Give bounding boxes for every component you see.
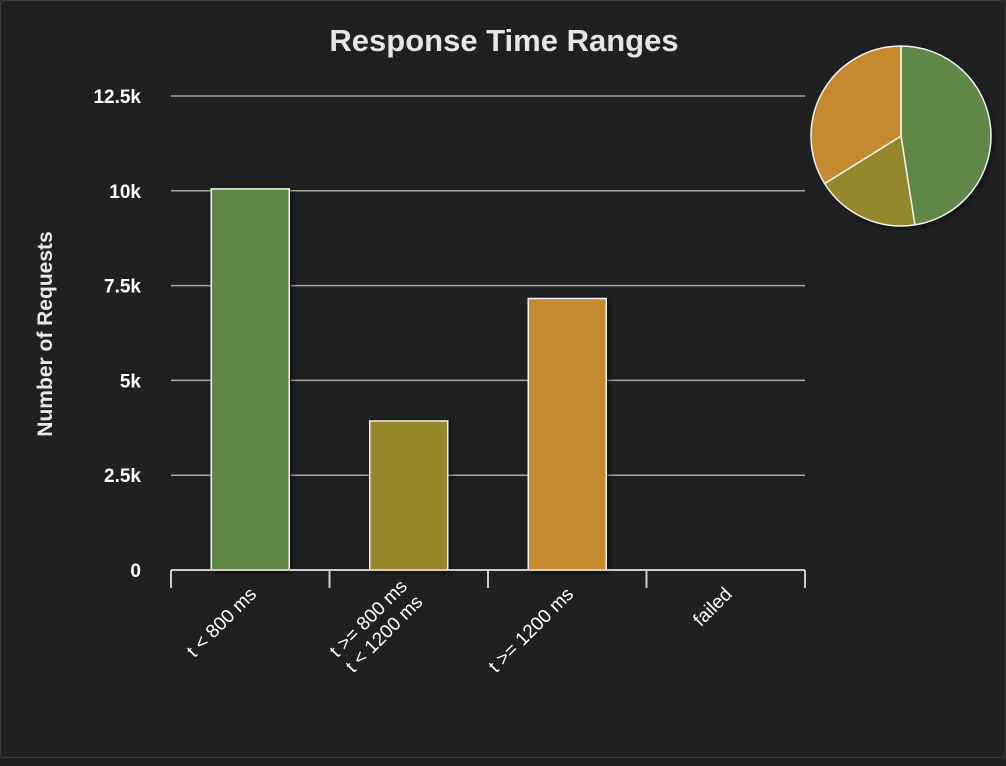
bar[interactable] [210, 188, 290, 571]
y-axis-label: Number of Requests [34, 231, 57, 436]
pie-slice[interactable] [900, 45, 992, 226]
x-tick-label-line: t >= 1200 ms [485, 584, 578, 677]
bar[interactable] [527, 297, 607, 571]
x-tick-label-line: failed [690, 584, 737, 631]
x-tick-labels: t < 800 ms t >= 800 mst < 1200 ms t >= 120… [183, 576, 736, 677]
chart-title: Response Time Ranges [329, 23, 678, 58]
y-tick-label: 0 [130, 561, 141, 582]
y-tick-label: 12.5k [93, 87, 141, 108]
pie-slice[interactable] [810, 45, 902, 185]
y-tick-label: 2.5k [104, 466, 141, 487]
x-tick-label-line: t < 800 ms [183, 584, 261, 662]
x-tick-label: t >= 1200 ms [485, 584, 578, 677]
x-axis [170, 569, 806, 588]
y-tick-label: 5k [120, 371, 142, 392]
y-tick-label: 7.5k [104, 277, 141, 298]
y-tick-labels: 0 2.5k 5k 7.5k 10k 12.5k [93, 87, 141, 582]
pie-slice[interactable] [823, 135, 916, 227]
bar[interactable] [369, 420, 449, 571]
x-tick-label: failed [690, 584, 737, 631]
x-tick-label: t >= 800 mst < 1200 ms [326, 576, 427, 677]
bars [210, 188, 607, 571]
y-tick-label: 10k [109, 182, 141, 203]
inset-pie-chart [810, 45, 992, 227]
x-tick-label: t < 800 ms [183, 584, 261, 662]
